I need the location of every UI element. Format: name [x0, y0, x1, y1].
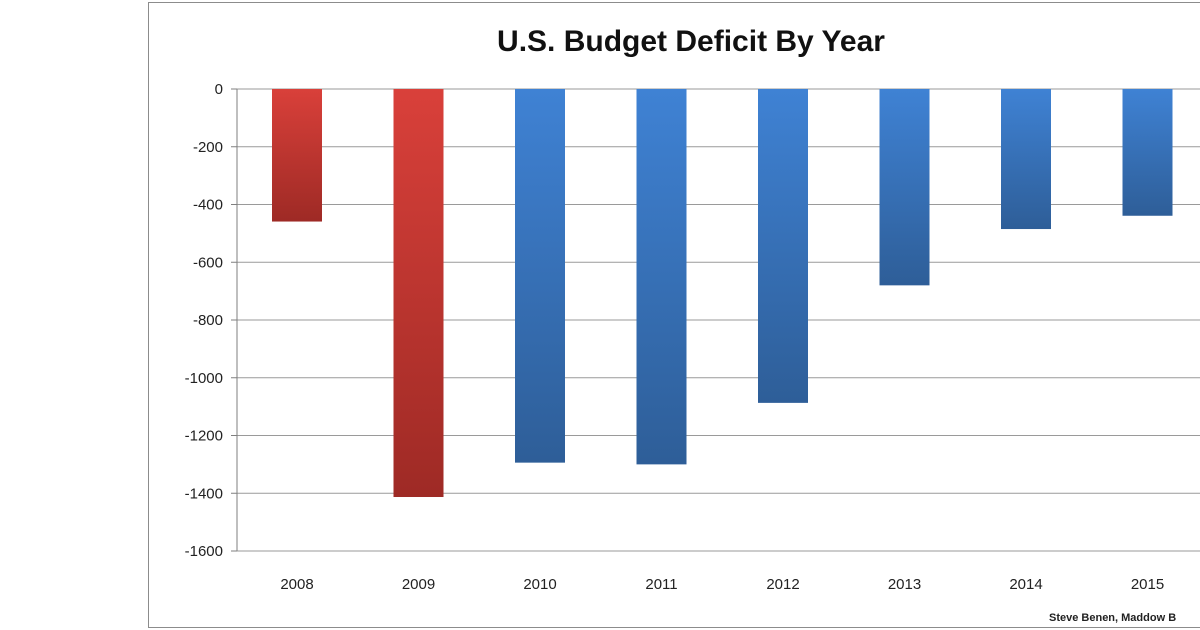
x-tick-label: 2009 — [402, 576, 435, 593]
bar-2010 — [515, 89, 565, 463]
deficit-bar-chart: U.S. Budget Deficit By Year 0 -200 -400 -60… — [185, 25, 1200, 624]
y-tick-label: -800 — [193, 312, 223, 329]
x-tick-labels: 2008 2009 2010 2011 2012 2013 2014 2015 — [280, 576, 1164, 593]
source-credit: Steve Benen, Maddow B — [1049, 612, 1176, 624]
y-tick-label: -600 — [193, 254, 223, 271]
x-tick-label: 2012 — [766, 576, 799, 593]
y-tick-labels: 0 -200 -400 -600 -800 -1000 -1200 -1400 -1600 — [185, 81, 223, 560]
chart-frame: U.S. Budget Deficit By Year 0 -200 -400 -60… — [148, 2, 1200, 628]
x-tick-label: 2010 — [523, 576, 556, 593]
bar-2008 — [272, 89, 322, 222]
bar-2014 — [1001, 89, 1051, 230]
y-tick-label: -1400 — [185, 485, 223, 502]
bar-2009 — [393, 89, 444, 498]
y-tick-label: -400 — [193, 197, 223, 214]
bars — [272, 89, 1173, 498]
y-tick-label: 0 — [215, 81, 223, 98]
y-tick-label: -1600 — [185, 543, 223, 560]
gridlines — [237, 88, 1200, 552]
bar-2011 — [636, 89, 687, 465]
x-tick-label: 2008 — [280, 576, 313, 593]
chart-title: U.S. Budget Deficit By Year — [497, 25, 885, 58]
x-tick-label: 2011 — [645, 576, 677, 593]
y-tick-label: -200 — [193, 139, 223, 156]
bar-2013 — [879, 89, 930, 286]
x-tick-label: 2014 — [1009, 576, 1042, 593]
x-tick-label: 2015 — [1131, 576, 1164, 593]
x-tick-label: 2013 — [888, 576, 921, 593]
y-tick-label: -1200 — [185, 428, 223, 445]
bar-2012 — [758, 89, 808, 403]
y-tick-label: -1000 — [185, 370, 223, 387]
axes — [231, 88, 238, 552]
bar-2015 — [1122, 89, 1173, 216]
